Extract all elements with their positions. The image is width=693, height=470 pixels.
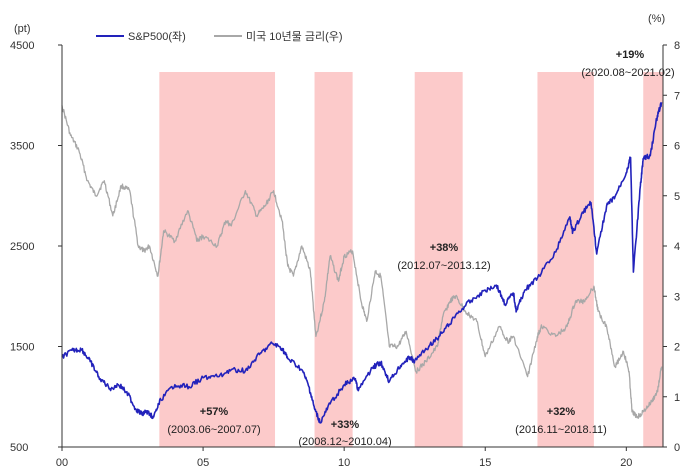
legend-us10y-label: 미국 10년물 금리(우) <box>246 30 343 43</box>
series-line-0 <box>61 102 663 424</box>
annotation-2020-gain: +19% <box>616 49 645 61</box>
shaded-period-1 <box>314 72 353 447</box>
left-tick-label-4500: 4500 <box>10 40 34 52</box>
shaded-period-3 <box>537 72 594 447</box>
series-lines <box>61 102 663 424</box>
left-axis-unit: (pt) <box>14 23 31 35</box>
legend: S&P500(좌) 미국 10년물 금리(우) <box>96 30 343 43</box>
right-tick-label-3: 3 <box>674 291 680 303</box>
shaded-period-2 <box>414 72 463 447</box>
x-tick-label-00: 00 <box>56 457 68 469</box>
right-tick-label-1: 1 <box>674 392 680 404</box>
annotation-2012-gain: +38% <box>430 242 459 254</box>
annotation-2020-period: (2020.08~2021.02) <box>581 67 674 79</box>
annotation-2012-period: (2012.07~2013.12) <box>397 260 490 272</box>
axis-ticks: 500 1500 2500 3500 4500 0 1 2 3 4 5 6 7 8 00 05 10 15 20 <box>10 40 680 469</box>
annotation-2008-gain: +33% <box>331 419 360 431</box>
annotation-2016-gain: +32% <box>547 406 576 418</box>
left-tick-label-2500: 2500 <box>10 241 34 253</box>
x-tick-label-05: 05 <box>197 457 209 469</box>
annotations: +57% (2003.06~2007.07) +33% (2008.12~201… <box>167 49 674 448</box>
shaded-period-4 <box>643 72 663 447</box>
right-tick-label-8: 8 <box>674 40 680 52</box>
right-tick-label-0: 0 <box>674 442 680 454</box>
right-axis-unit: (%) <box>648 13 665 25</box>
left-tick-label-1500: 1500 <box>10 342 34 354</box>
x-tick-label-15: 15 <box>479 457 491 469</box>
legend-sp500-label: S&P500(좌) <box>128 30 186 43</box>
annotation-2008-period: (2008.12~2010.04) <box>298 436 391 448</box>
right-tick-label-7: 7 <box>674 90 680 102</box>
shaded-periods <box>159 72 663 447</box>
shaded-period-0 <box>159 72 276 447</box>
annotation-2003-gain: +57% <box>200 406 229 418</box>
left-tick-label-500: 500 <box>10 442 28 454</box>
x-tick-label-20: 20 <box>620 457 632 469</box>
left-tick-label-3500: 3500 <box>10 141 34 153</box>
right-tick-label-6: 6 <box>674 141 680 153</box>
x-tick-label-10: 10 <box>338 457 350 469</box>
right-tick-label-4: 4 <box>674 241 680 253</box>
annotation-2003-period: (2003.06~2007.07) <box>167 424 260 436</box>
right-tick-label-5: 5 <box>674 191 680 203</box>
annotation-2016-period: (2016.11~2018.11) <box>515 424 607 436</box>
series-line-1 <box>61 105 663 419</box>
right-tick-label-2: 2 <box>674 342 680 354</box>
